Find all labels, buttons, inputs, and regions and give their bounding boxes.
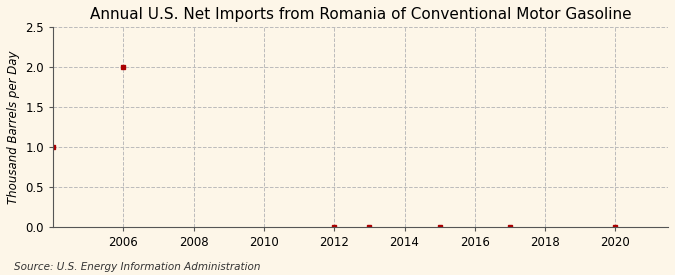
Y-axis label: Thousand Barrels per Day: Thousand Barrels per Day [7,50,20,204]
Title: Annual U.S. Net Imports from Romania of Conventional Motor Gasoline: Annual U.S. Net Imports from Romania of … [90,7,631,22]
Text: Source: U.S. Energy Information Administration: Source: U.S. Energy Information Administ… [14,262,260,272]
